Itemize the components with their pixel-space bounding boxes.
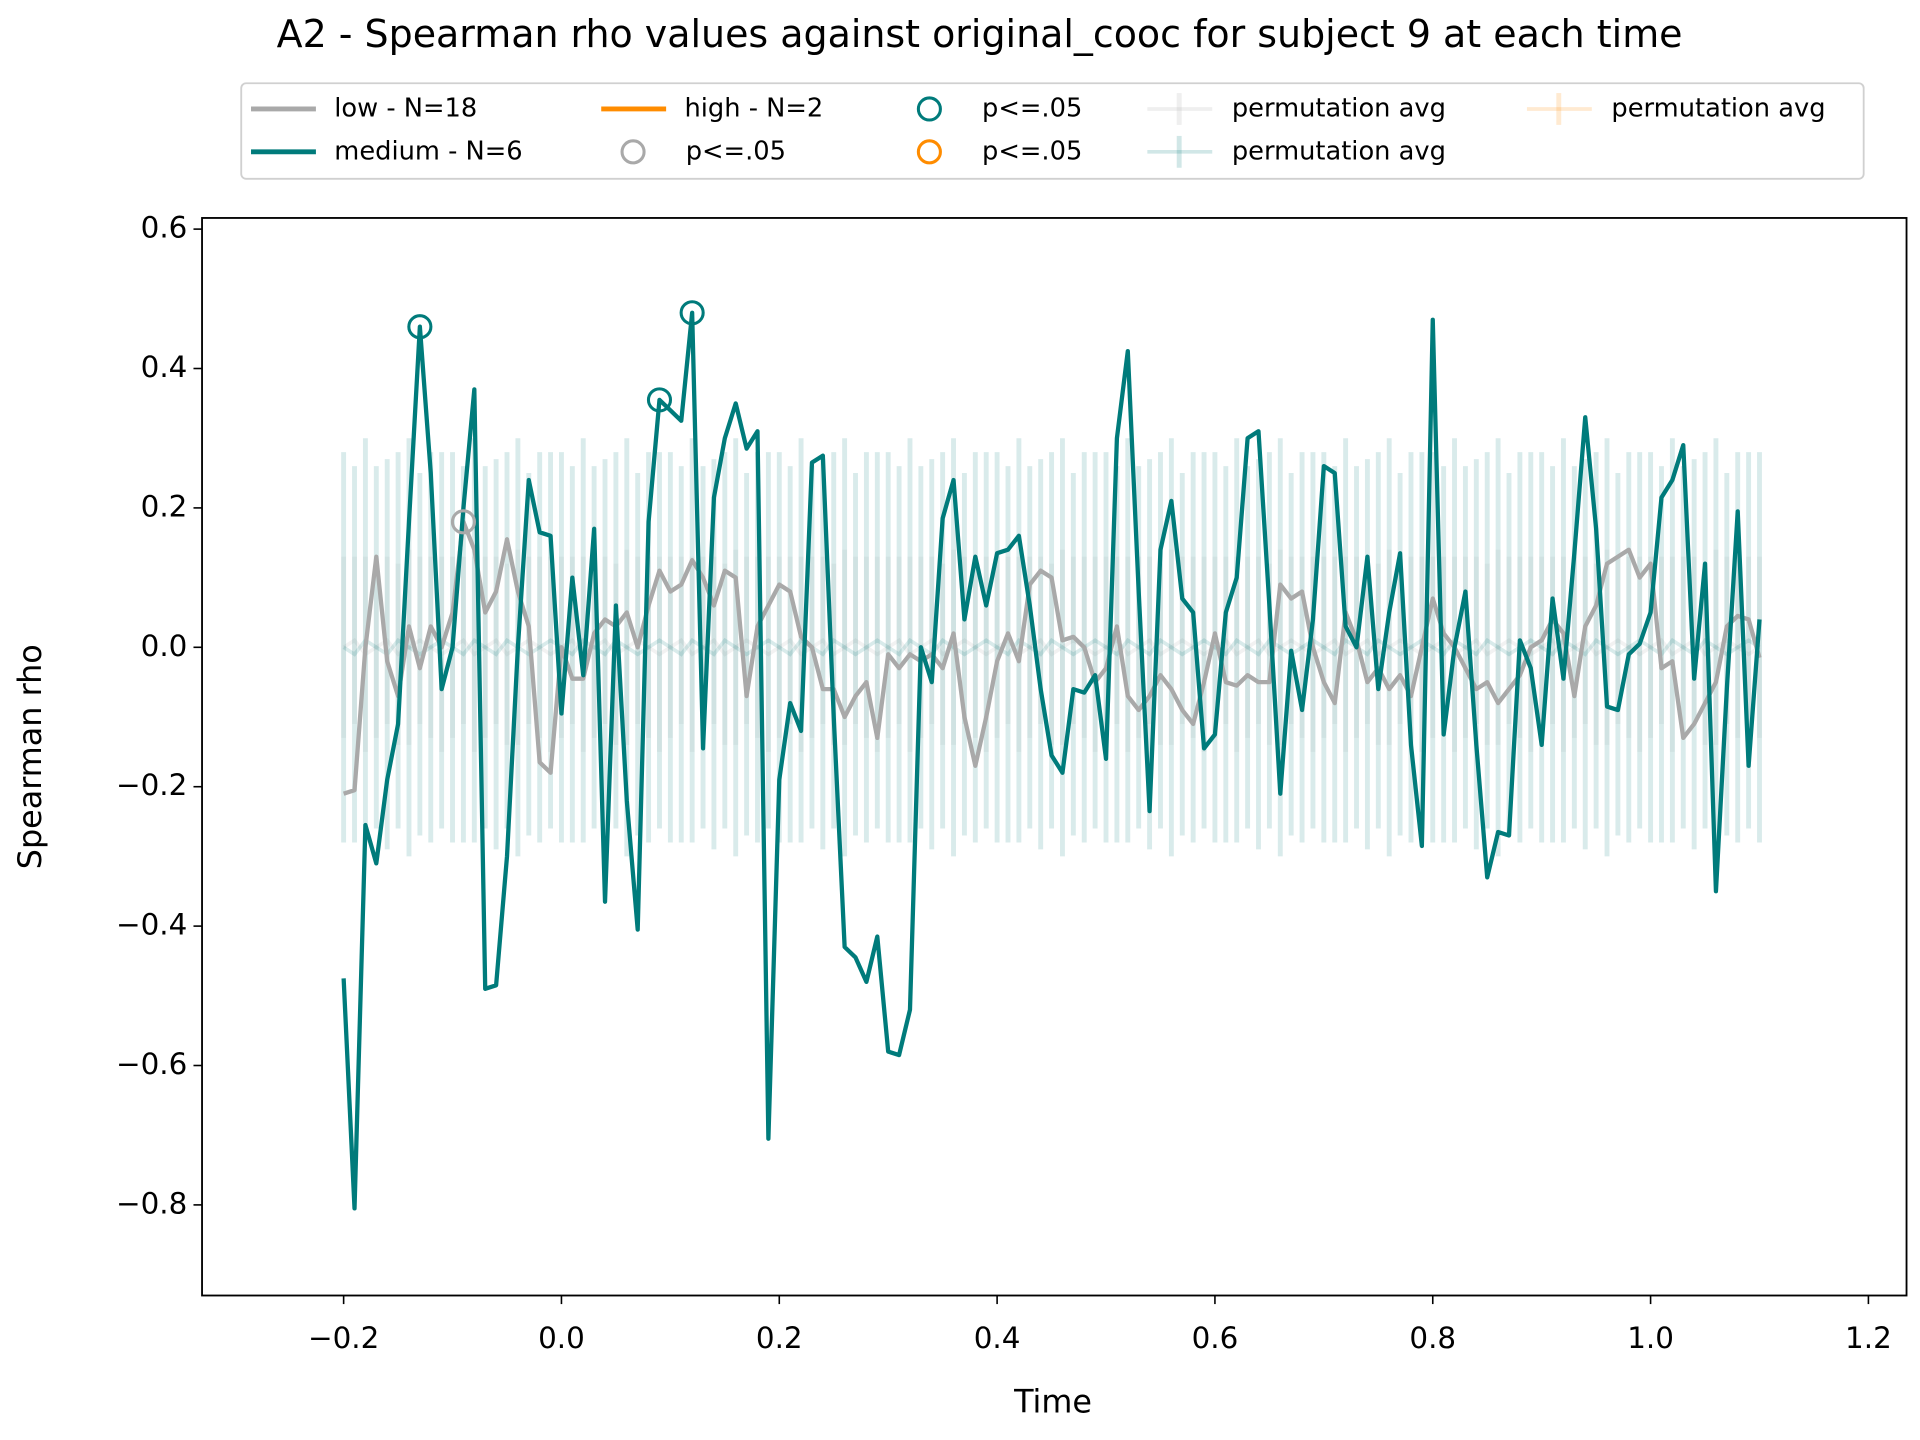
- significance-marker: [407, 314, 433, 340]
- legend-label: permutation avg: [1232, 93, 1446, 123]
- significance-marker: [646, 387, 673, 413]
- legend-label: permutation avg: [1232, 136, 1446, 166]
- y-tick-label: 0.4: [141, 350, 188, 384]
- x-tick-label: 1.2: [1845, 1321, 1892, 1355]
- series-line: [342, 519, 1762, 796]
- x-tick-label: 0.0: [538, 1321, 585, 1355]
- legend-label: p<=.05: [982, 136, 1082, 166]
- legend-swatch: [916, 96, 942, 122]
- legend-label: p<=.05: [982, 93, 1082, 123]
- x-axis-label: Time: [1013, 1382, 1092, 1420]
- legend-label: p<=.05: [686, 136, 786, 166]
- x-tick-label: 0.4: [974, 1321, 1021, 1355]
- y-tick-label: 0.6: [141, 211, 188, 245]
- legend-label: permutation avg: [1611, 93, 1825, 123]
- plot-frame: [201, 217, 1908, 1297]
- y-tick-label: −0.8: [116, 1186, 187, 1220]
- y-axis-label: Spearman rho: [11, 644, 49, 869]
- x-tick-label: −0.2: [308, 1321, 379, 1355]
- y-tick-label: −0.2: [116, 768, 187, 802]
- legend-label: high - N=2: [684, 93, 823, 123]
- significance-marker: [679, 300, 705, 326]
- plot-area: [341, 300, 1762, 1211]
- y-tick-label: −0.6: [116, 1047, 187, 1081]
- significance-marker: [450, 509, 476, 535]
- legend-swatch: [916, 139, 942, 165]
- legend-swatch: [620, 139, 646, 165]
- y-tick-label: −0.4: [116, 908, 187, 942]
- x-tick-label: 1.0: [1627, 1321, 1674, 1355]
- y-tick-label: 0.2: [141, 489, 188, 523]
- y-tick-label: 0.0: [141, 629, 188, 663]
- x-tick-label: 0.8: [1409, 1321, 1456, 1355]
- x-tick-label: 0.2: [756, 1321, 803, 1355]
- legend-label: low - N=18: [334, 93, 477, 123]
- chart-title: A2 - Spearman rho values against origina…: [277, 12, 1683, 56]
- legend-label: medium - N=6: [334, 136, 522, 166]
- series-line: [341, 310, 1762, 1211]
- x-tick-label: 0.6: [1192, 1321, 1239, 1355]
